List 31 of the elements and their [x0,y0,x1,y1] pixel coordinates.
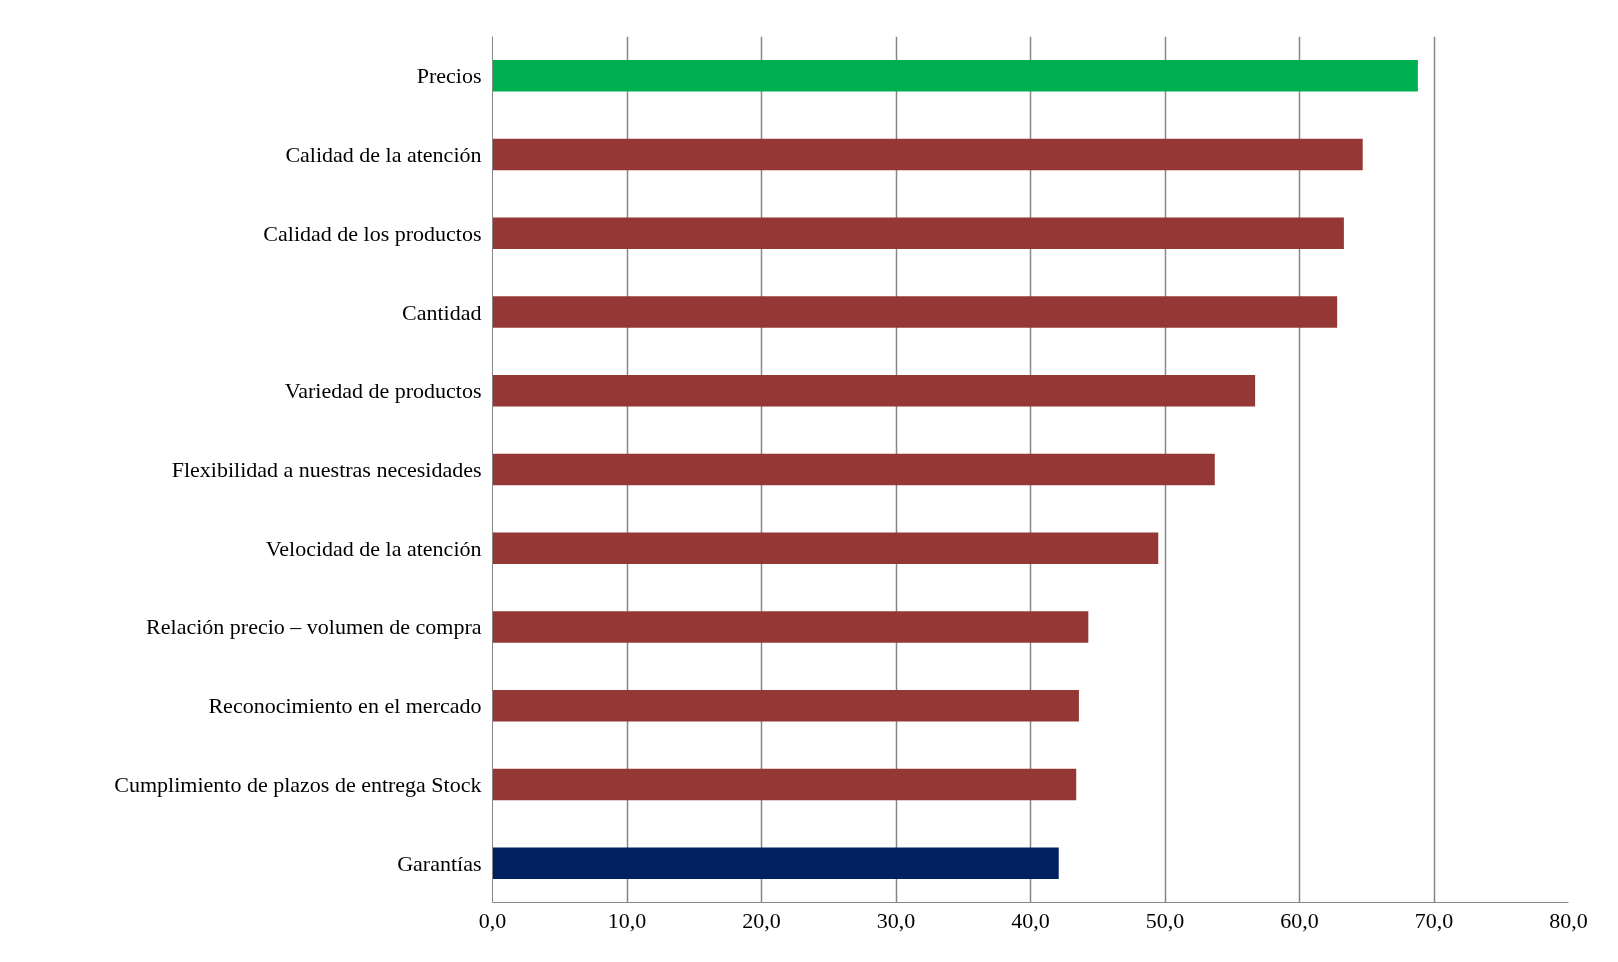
y-tick-label: Reconocimiento en el mercado [208,693,482,719]
x-tick-label: 50,0 [1145,907,1185,933]
bar [492,138,1363,171]
bar [492,611,1089,643]
y-tick-label: Cumplimiento de plazos de entrega Stock [114,771,482,797]
y-tick-label: Cantidad [402,299,482,325]
x-tick-label: 10,0 [607,907,647,933]
y-tick-label: Calidad de la atención [285,142,482,168]
y-tick-label: Velocidad de la atención [265,535,482,561]
x-tick-label: 30,0 [876,907,916,933]
y-tick-label: Flexibilidad a nuestras necesidades [171,457,482,482]
x-tick-label: 60,0 [1280,907,1319,933]
y-tick-label: Variedad de productos [284,378,482,404]
x-tick-label: 0,0 [478,907,507,933]
bar [492,217,1344,250]
y-tick-label: Precios [416,63,482,89]
bar [492,768,1077,801]
bar [492,60,1418,92]
y-tick-label: Garantías [397,850,482,876]
x-tick-label: 70,0 [1414,907,1454,933]
bar [492,375,1256,407]
bar [492,532,1159,564]
y-tick-label: Calidad de los productos [263,220,482,246]
x-tick-label: 40,0 [1011,907,1050,933]
bar [492,453,1215,486]
y-tick-label: Relación precio – volumen de compra [146,614,482,640]
x-tick-label: 20,0 [742,907,781,933]
bar [492,847,1059,879]
bar [492,296,1338,328]
x-tick-label: 80,0 [1549,907,1588,933]
bar [492,689,1079,722]
